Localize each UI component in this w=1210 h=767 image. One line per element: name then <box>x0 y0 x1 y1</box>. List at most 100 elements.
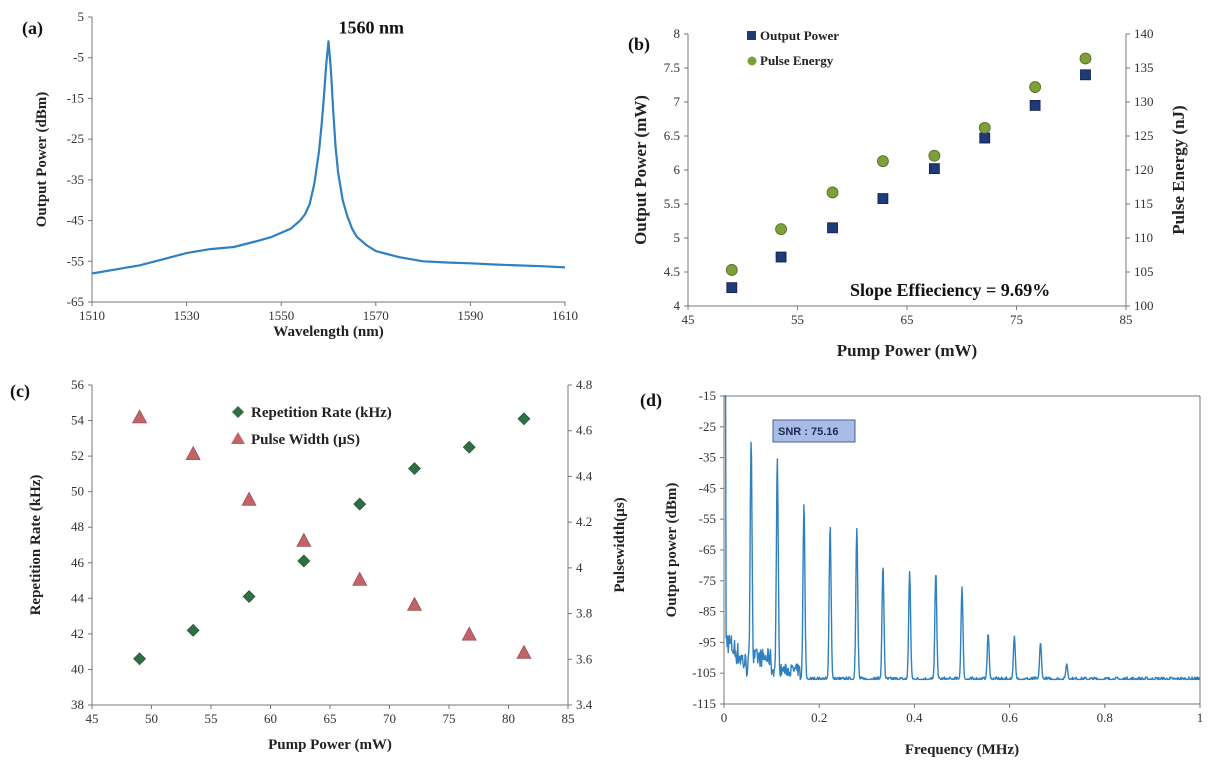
y-tick-label: -25 <box>67 131 84 146</box>
x-tick-label: 1590 <box>457 308 483 323</box>
output-power-point <box>928 163 940 175</box>
panel-label: (b) <box>628 34 650 55</box>
snr-label: SNR : 75.16 <box>778 426 839 438</box>
snr-box <box>772 419 856 443</box>
x-tick-label: 45 <box>86 711 99 726</box>
legend-marker-pulse-energy <box>747 56 757 66</box>
pulse-width-point <box>461 626 477 641</box>
spectrum-line <box>91 40 566 275</box>
y-tick-label: -55 <box>699 511 716 526</box>
peak-annotation: 1560 nm <box>339 17 405 37</box>
y-tick-label: -35 <box>699 450 716 465</box>
y2-tick-label: 4.6 <box>576 423 593 438</box>
y-tick-label: -65 <box>67 294 84 309</box>
y-axis-label: Repetition Rate (kHz) <box>28 475 44 616</box>
y2-tick-label: 3.6 <box>576 651 593 666</box>
y-tick-label: 40 <box>71 661 84 676</box>
y-tick-label: 56 <box>71 377 85 392</box>
output-power-point <box>1029 100 1041 111</box>
y2-tick-label: 4.8 <box>576 377 592 392</box>
legend-marker-output-power <box>747 31 756 40</box>
x-axis-label: Pump Power (mW) <box>837 341 977 360</box>
x-axis-label: Frequency (MHz) <box>905 742 1019 758</box>
pulse-width-point <box>185 445 201 460</box>
y2-tick-label: 4.2 <box>576 514 592 529</box>
y-tick-label: -45 <box>67 213 84 228</box>
output-power-point <box>775 251 787 263</box>
x-tick-label: 0.2 <box>811 710 827 725</box>
repetition-rate-point <box>517 412 531 426</box>
x-tick-label: 80 <box>502 711 515 726</box>
repetition-rate-point <box>297 554 311 568</box>
y-axis-label: Output Power (mW) <box>631 95 650 245</box>
panel-label: (c) <box>10 381 30 402</box>
y-tick-label: -15 <box>699 388 716 403</box>
y-tick-label: 7 <box>674 94 681 109</box>
legend: Output Power Pulse Energy <box>747 28 839 68</box>
panel-b: 45 55 65 75 85 4 4.5 5 5.5 6 6.5 7 7.5 8 100 105 110 115 1… <box>628 26 1188 360</box>
legend-label-pulse-width: Pulse Width (µS) <box>251 432 360 448</box>
rf-spectrum-line <box>723 395 1201 681</box>
panel-d: 0 0.2 0.4 0.6 0.8 1 -15 -25 -35 -45 -55 -65 -75 -85 -9… <box>640 388 1203 758</box>
x-tick-label: 85 <box>1120 312 1133 327</box>
y2-axis-label: Pulsewidth(µs) <box>612 497 628 592</box>
output-power-point <box>726 282 738 294</box>
x-tick-label: 55 <box>205 711 218 726</box>
x-tick-label: 75 <box>443 711 456 726</box>
pulse-width-point <box>132 409 148 424</box>
y-tick-label: -75 <box>699 573 716 588</box>
x-tick-label: 45 <box>682 312 695 327</box>
x-tick-label: 65 <box>324 711 337 726</box>
x-tick-label: 1510 <box>79 308 105 323</box>
pulse-energy-point <box>775 223 787 236</box>
y2-tick-label: 105 <box>1134 264 1154 279</box>
repetition-rate-point <box>462 440 476 454</box>
y-tick-label: -115 <box>693 696 716 711</box>
slope-annotation: Slope Effieciency = 9.69% <box>850 280 1050 300</box>
pulse-width-point <box>241 491 257 506</box>
repetition-rate-point <box>353 497 367 511</box>
x-tick-label: 1550 <box>268 308 294 323</box>
y-tick-label: 5.5 <box>664 196 680 211</box>
pulse-energy-point <box>826 186 839 199</box>
y2-tick-label: 140 <box>1134 26 1154 41</box>
legend-label-output-power: Output Power <box>760 28 839 43</box>
y-tick-label: -95 <box>699 634 716 649</box>
y2-tick-label: 4 <box>576 560 583 575</box>
x-tick-label: 50 <box>145 711 158 726</box>
panel-label: (a) <box>22 18 43 39</box>
y2-axis-label: Pulse Energy (nJ) <box>1169 105 1188 234</box>
y2-tick-label: 3.4 <box>576 697 593 712</box>
x-tick-label: 85 <box>562 711 575 726</box>
y2-tick-label: 125 <box>1134 128 1154 143</box>
y-tick-label: -35 <box>67 172 84 187</box>
legend-marker-repetition-rate <box>232 406 244 418</box>
y2-tick-label: 130 <box>1134 94 1154 109</box>
panel-c: 45 50 55 60 65 70 75 80 85 38 40 42 44 46 48 50 52 54 56 3.… <box>10 377 628 753</box>
pulse-width-point <box>516 644 532 659</box>
y-tick-label: -85 <box>699 604 716 619</box>
y2-tick-label: 120 <box>1134 162 1154 177</box>
output-power-point <box>979 132 991 144</box>
y-tick-label: 6 <box>674 162 681 177</box>
output-power-point <box>827 222 838 234</box>
legend-marker-pulse-width <box>231 432 245 444</box>
x-tick-label: 70 <box>383 711 396 726</box>
y-tick-label: 4.5 <box>664 264 680 279</box>
y2-tick-label: 3.8 <box>576 606 592 621</box>
pulse-width-point <box>352 571 368 586</box>
y-tick-label: -65 <box>699 542 716 557</box>
y-tick-label: 46 <box>71 555 85 570</box>
x-tick-label: 60 <box>264 711 277 726</box>
panel-label: (d) <box>640 390 662 411</box>
x-tick-label: 1610 <box>552 308 578 323</box>
x-tick-label: 0.4 <box>906 710 923 725</box>
y2-tick-label: 110 <box>1134 230 1153 245</box>
pulse-energy-point <box>1079 52 1092 65</box>
x-tick-label: 0 <box>721 710 728 725</box>
y2-tick-label: 115 <box>1134 196 1153 211</box>
y-tick-label: -15 <box>67 90 84 105</box>
legend: Repetition Rate (kHz) Pulse Width (µS) <box>231 405 392 448</box>
x-tick-label: 1570 <box>363 308 389 323</box>
y-axis-label: Output Power (dBm) <box>34 92 50 228</box>
